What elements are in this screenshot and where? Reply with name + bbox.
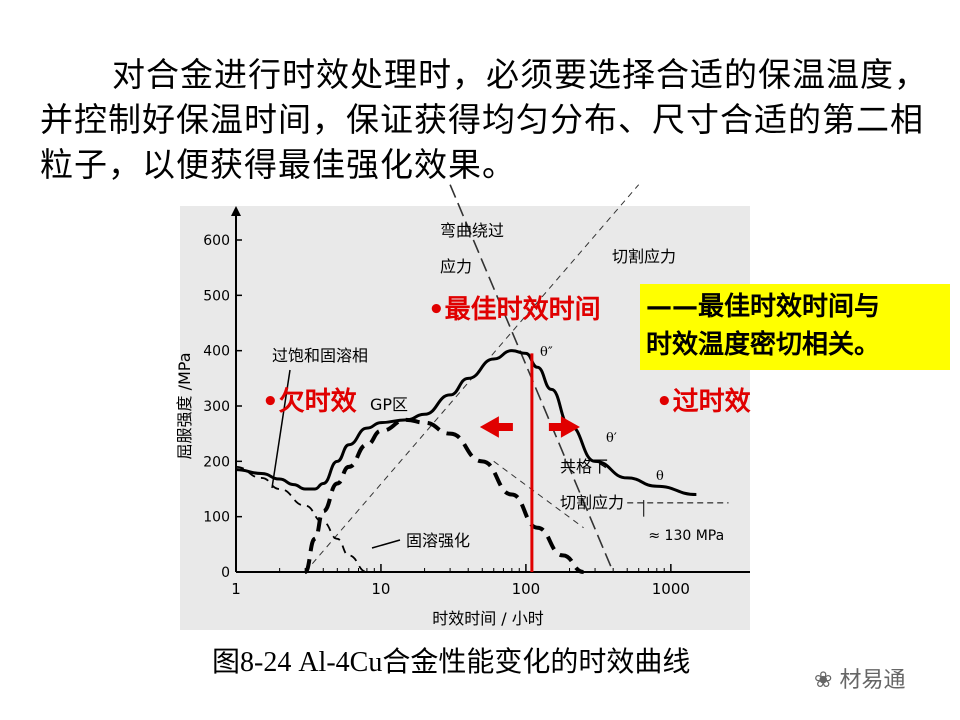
watermark-label: 材易通 — [839, 668, 906, 693]
annotation-cutting: 切割应力 — [612, 247, 676, 266]
series-line-2 — [235, 465, 368, 573]
y-tick-label: 100 — [203, 510, 230, 526]
y-axis-label: 屈服强度 /MPa — [175, 352, 194, 459]
chart-panel — [180, 206, 750, 630]
y-tick-label: 500 — [203, 288, 230, 304]
right-arrow-icon — [548, 416, 580, 438]
over-aging-label: •过时效 — [656, 386, 751, 417]
x-tick-label: 1 — [231, 580, 241, 598]
y-tick-label: 300 — [203, 399, 230, 415]
x-axis-label: 时效时间 / 小时 — [432, 609, 544, 628]
reference-label: ≈ 130 MPa — [648, 528, 724, 544]
intro-paragraph: 对合金进行时效处理时，必须要选择合适的保温温度，并控制好保温时间，保证获得均匀分… — [40, 55, 928, 184]
y-tick-label: 400 — [203, 344, 230, 360]
x-tick-label: 10 — [371, 580, 390, 598]
pointer-supersat — [271, 369, 291, 489]
x-tick-label: 1000 — [652, 580, 690, 598]
note-line-1: ——最佳时效时间与 — [646, 292, 881, 322]
annotation-theta: θ — [656, 469, 664, 484]
pointer-solid-solution — [371, 539, 401, 549]
annotation-coherent-1: 共格下 — [560, 457, 608, 476]
annotation-bending-1: 弯曲绕过 — [440, 221, 504, 240]
annotation-solid-solution: 固溶强化 — [406, 531, 470, 550]
x-tick-label: 100 — [512, 580, 541, 598]
left-arrow-icon — [479, 416, 513, 438]
annotation-theta-pp: θ″ — [540, 345, 553, 360]
under-aging-label: •欠时效 — [262, 386, 357, 417]
annotation-supersat: 过饱和固溶相 — [272, 346, 368, 365]
note-line-2: 时效温度密切相关。 — [646, 330, 881, 360]
y-tick-label: 0 — [221, 565, 230, 581]
note-box: ——最佳时效时间与 时效温度密切相关。 — [640, 284, 950, 370]
annotation-coherent-2: 切割应力 — [560, 493, 624, 512]
annotation-theta-p: θ′ — [606, 431, 617, 446]
wechat-icon: ❀ — [814, 668, 833, 693]
series-line-1 — [303, 417, 584, 574]
best-time-label: •最佳时效时间 — [428, 294, 601, 325]
figure-caption: 图8-24 Al-4Cu合金性能变化的时效曲线 — [212, 647, 691, 678]
y-tick-label: 200 — [203, 454, 230, 470]
watermark-text: ❀ 材易通 — [814, 662, 905, 694]
y-tick-label: 600 — [203, 233, 230, 249]
annotation-bending-2: 应力 — [440, 257, 472, 276]
guide-line — [493, 460, 584, 529]
y-axis-arrow — [231, 206, 241, 216]
gp-zone-label: GP区 — [370, 395, 408, 414]
